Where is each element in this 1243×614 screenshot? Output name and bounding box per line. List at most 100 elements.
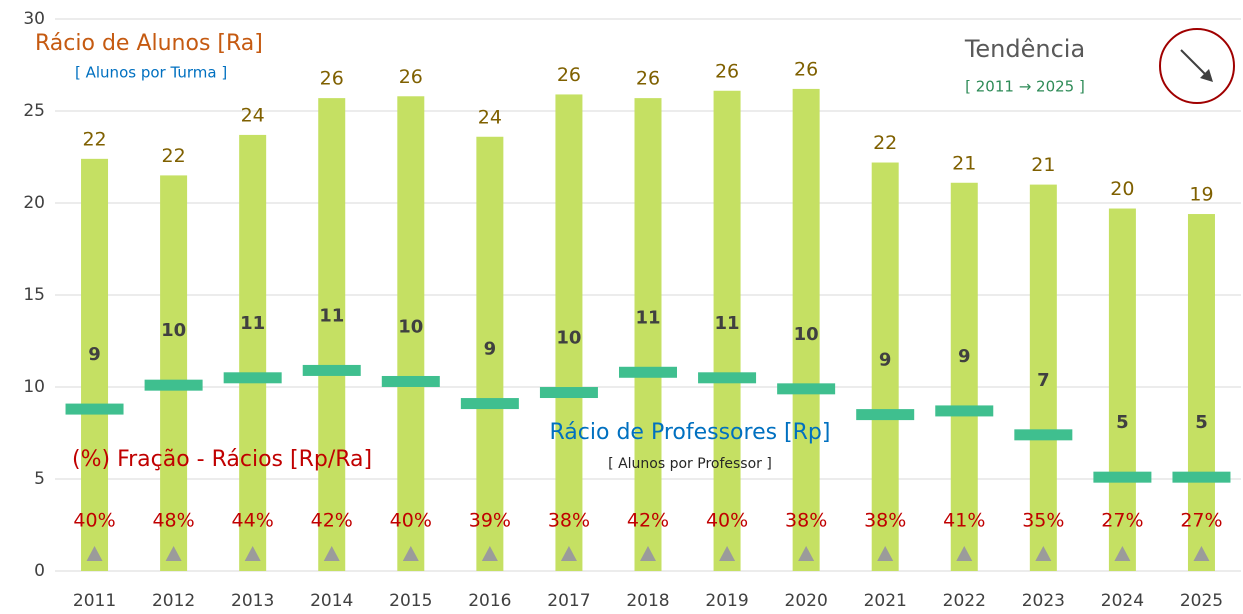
rp-value-label: 5 xyxy=(1116,412,1129,433)
fraction-label: 48% xyxy=(152,510,194,532)
rp-value-label: 11 xyxy=(319,305,344,326)
trend-title: Tendência xyxy=(964,35,1085,63)
fraction-label: 40% xyxy=(706,510,748,532)
bar xyxy=(160,175,188,571)
fraction-label: 42% xyxy=(627,510,669,532)
rp-value-label: 9 xyxy=(958,346,971,367)
y-tick-label: 25 xyxy=(23,101,45,121)
x-tick-label: 2023 xyxy=(1022,591,1065,611)
rp-subtitle: [ Alunos por Professor ] xyxy=(608,456,772,472)
bar xyxy=(1029,184,1057,571)
bar xyxy=(397,96,425,571)
rp-marker xyxy=(302,364,361,376)
bar-value-label: 22 xyxy=(82,128,106,150)
bar xyxy=(950,182,978,571)
trend-arrow-head xyxy=(1200,69,1213,82)
fraction-label: 41% xyxy=(943,510,985,532)
rp-marker xyxy=(381,375,440,387)
bar-value-label: 26 xyxy=(557,64,581,86)
fraction-title: (%) Fração - Rácios [Rp/Ra] xyxy=(72,447,372,472)
rp-value-label: 11 xyxy=(240,313,265,334)
trend-triangle xyxy=(86,546,103,561)
trend-triangle xyxy=(244,546,261,561)
x-tick-label: 2014 xyxy=(310,591,353,611)
x-tick-label: 2011 xyxy=(73,591,116,611)
trend-arrow xyxy=(1180,49,1208,77)
bar-value-label: 21 xyxy=(1031,154,1055,176)
rp-value-label: 9 xyxy=(484,339,497,360)
plot: 051015202530201122940%2012221048%2013241… xyxy=(23,9,1231,611)
rp-value-label: 10 xyxy=(161,320,186,341)
fraction-label: 44% xyxy=(232,510,274,532)
bar-value-label: 26 xyxy=(715,60,739,82)
trend-triangle xyxy=(956,546,973,561)
trend-triangle xyxy=(1193,546,1210,561)
bar-value-label: 26 xyxy=(320,68,344,90)
bar xyxy=(239,134,267,572)
rp-value-label: 10 xyxy=(398,316,423,337)
fraction-label: 35% xyxy=(1022,510,1064,532)
chart-subtitle: [ Alunos por Turma ] xyxy=(75,64,227,82)
trend-triangle xyxy=(1035,546,1052,561)
x-tick-label: 2020 xyxy=(785,591,828,611)
bar xyxy=(555,94,583,571)
bar-value-label: 20 xyxy=(1110,178,1134,200)
trend-circle xyxy=(1159,28,1235,104)
trend-triangle xyxy=(1114,546,1131,561)
bar-value-label: 24 xyxy=(478,106,502,128)
bar xyxy=(1108,208,1136,571)
rp-marker xyxy=(698,372,757,384)
x-tick-label: 2012 xyxy=(152,591,195,611)
rp-value-label: 9 xyxy=(879,350,892,371)
trend-triangle xyxy=(560,546,577,561)
fraction-label: 27% xyxy=(1180,510,1222,532)
x-tick-label: 2016 xyxy=(468,591,511,611)
trend-triangle xyxy=(798,546,815,561)
trend-triangle xyxy=(481,546,498,561)
bar xyxy=(634,98,662,572)
bar-value-label: 22 xyxy=(873,132,897,154)
y-tick-label: 10 xyxy=(23,377,45,397)
chart-title: Rácio de Alunos [Ra] xyxy=(35,31,263,56)
fraction-label: 38% xyxy=(548,510,590,532)
trend-triangle xyxy=(402,546,419,561)
fraction-label: 40% xyxy=(390,510,432,532)
bar-value-label: 21 xyxy=(952,152,976,174)
bar-value-label: 24 xyxy=(241,104,265,126)
rp-value-label: 11 xyxy=(635,307,660,328)
rp-marker xyxy=(1014,429,1073,441)
rp-marker xyxy=(223,372,282,384)
y-tick-label: 0 xyxy=(34,561,45,581)
rp-marker xyxy=(1093,471,1152,483)
rp-marker xyxy=(619,366,677,378)
bar xyxy=(713,90,741,571)
rp-marker xyxy=(460,398,519,410)
fraction-label: 40% xyxy=(73,510,115,532)
x-tick-label: 2017 xyxy=(547,591,590,611)
bar-value-label: 19 xyxy=(1189,184,1213,206)
x-tick-label: 2019 xyxy=(705,591,748,611)
x-tick-label: 2018 xyxy=(626,591,669,611)
bar-value-label: 22 xyxy=(162,145,186,167)
rp-value-label: 10 xyxy=(556,328,581,349)
fraction-label: 39% xyxy=(469,510,511,532)
x-tick-label: 2021 xyxy=(864,591,907,611)
rp-marker xyxy=(539,387,598,399)
rp-marker xyxy=(65,403,124,415)
bar-value-label: 26 xyxy=(636,68,660,90)
rp-marker xyxy=(1172,471,1231,483)
rp-marker xyxy=(856,409,915,421)
bar xyxy=(476,136,504,571)
y-tick-label: 5 xyxy=(34,469,45,489)
fraction-label: 27% xyxy=(1101,510,1143,532)
y-tick-label: 15 xyxy=(23,285,45,305)
trend-triangle xyxy=(165,546,182,561)
x-tick-label: 2015 xyxy=(389,591,432,611)
trend-triangle xyxy=(877,546,894,561)
bar xyxy=(318,98,346,572)
x-tick-label: 2024 xyxy=(1101,591,1144,611)
rp-value-label: 9 xyxy=(88,344,101,365)
fraction-label: 38% xyxy=(864,510,906,532)
rp-value-label: 7 xyxy=(1037,370,1050,391)
